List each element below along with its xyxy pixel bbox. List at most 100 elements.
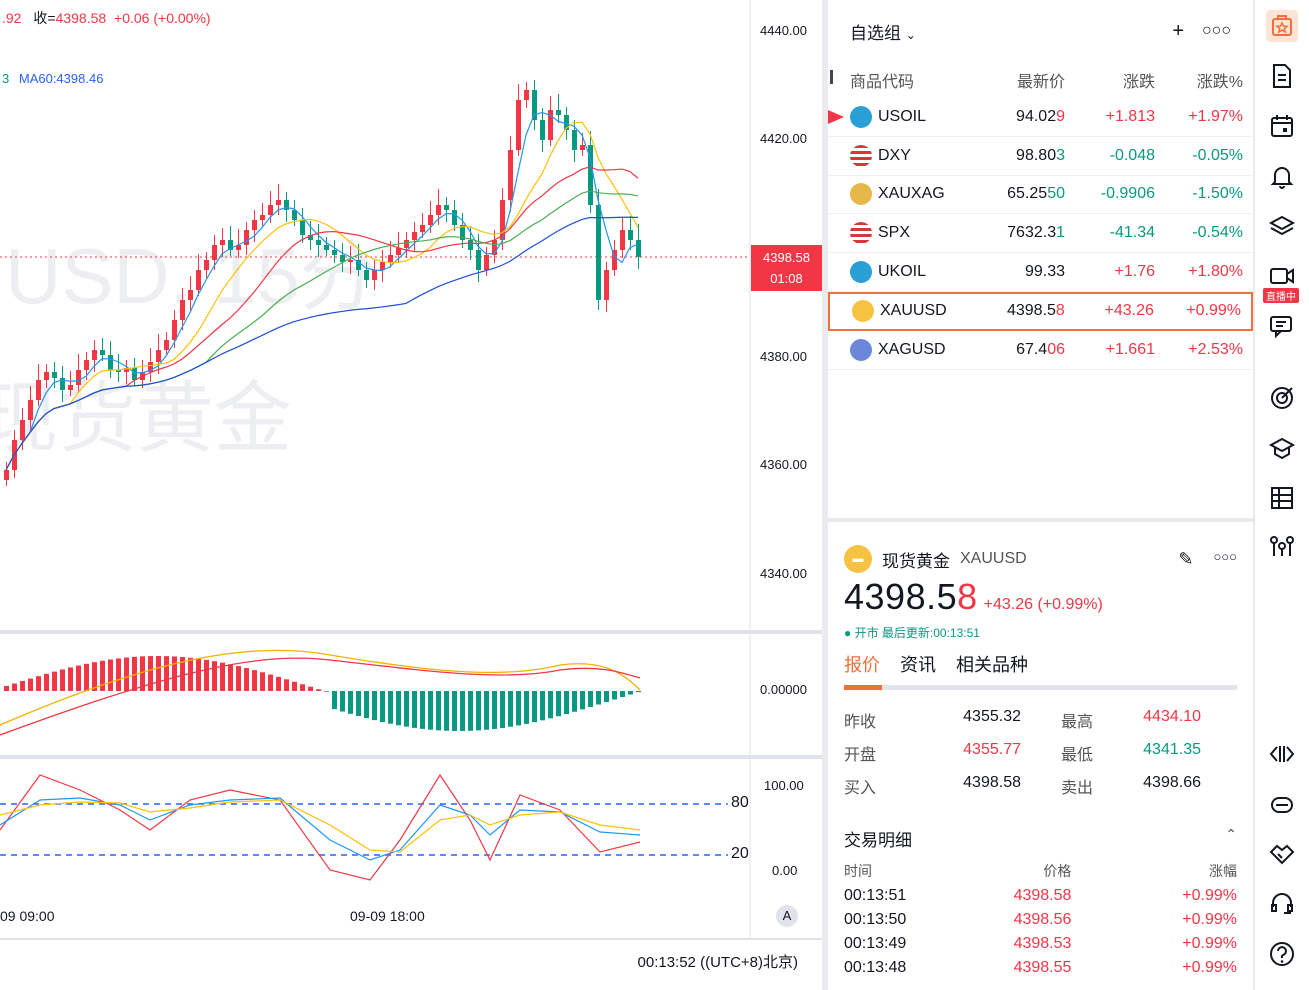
candle-body (268, 205, 273, 215)
kdj-axis-tick: 0.00 (772, 863, 798, 878)
support-headset-icon[interactable] (1266, 888, 1298, 920)
watchlist-row[interactable]: DXY 98.803 -0.048 -0.05% (828, 137, 1253, 176)
table-icon[interactable] (1266, 482, 1298, 514)
price-chart[interactable]: USD, 15分 现货黄金 (0, 0, 822, 990)
market-status: ● 开市 最后更新:00:13:51 (844, 626, 980, 640)
macd-bar (532, 691, 537, 723)
live-stream-icon[interactable] (1266, 260, 1298, 292)
moving-average-line (5, 121, 639, 471)
alert-bell-icon[interactable] (1266, 160, 1298, 192)
column-symbol[interactable]: 商品代码 (828, 68, 998, 92)
detail-title: ▬ 现货黄金 XAUUSD ✎ ○○○ (844, 522, 1237, 594)
tab-news[interactable]: 资讯 (900, 655, 936, 675)
edit-icon[interactable]: ✎ (1178, 548, 1194, 569)
watchlist-row[interactable]: XAUUSD 4398.58 +43.26 +0.99% (828, 291, 1253, 331)
macd-bar (300, 684, 305, 691)
watchlist-row[interactable]: USOIL 94.029 +1.813 +1.97% (828, 98, 1253, 137)
ma60-value: MA60:4398.46 (18, 71, 104, 86)
network-icon[interactable] (1266, 530, 1298, 562)
macd-bar (372, 691, 377, 721)
watchlist-group-selector[interactable]: 自选组 ⌄ (850, 19, 1154, 44)
row-change-percent: -0.05% (1192, 146, 1243, 164)
high-value: 4434.10 (1143, 708, 1201, 725)
candle-body (276, 200, 281, 205)
bar-countdown: 01:08 (770, 271, 803, 286)
candle-body (428, 215, 433, 225)
macd-bar (76, 665, 81, 691)
macd-bar (260, 672, 265, 691)
macd-bar (332, 691, 337, 710)
candle-body (452, 210, 457, 225)
candle-body (628, 230, 633, 240)
candle-body (44, 372, 49, 380)
trade-row: 00:13:49 4398.53 +0.99% (844, 935, 1237, 953)
notes-icon[interactable] (1266, 60, 1298, 92)
layers-icon[interactable] (1266, 210, 1298, 242)
chevron-up-icon[interactable]: ⌃ (1225, 826, 1237, 842)
watchlist-icon[interactable] (1266, 10, 1298, 42)
trades-header[interactable]: 交易明细 ⌃ (844, 826, 1237, 851)
watchlist-row[interactable]: SPX 7632.31 -41.34 -0.54% (828, 214, 1253, 254)
target-icon[interactable] (1266, 382, 1298, 414)
column-change[interactable]: 涨跌 (1122, 74, 1155, 91)
candle-body (420, 225, 425, 232)
detail-tabs: 报价 资讯 相关品种 (844, 651, 1237, 690)
column-change-percent[interactable]: 涨跌% (1196, 74, 1243, 91)
row-change-percent: -1.50% (1192, 185, 1243, 203)
watchlist-row[interactable]: XAGUSD 67.406 +1.661 +2.53% (828, 331, 1253, 370)
quote-grid: 昨收 4355.32 最高 4434.10 开盘 4355.77 最低 4341… (844, 708, 1237, 798)
row-change-percent: +1.97% (1188, 107, 1243, 125)
price-tag-value: 4398.58 (763, 250, 810, 265)
candle-body (556, 110, 561, 115)
macd-bar (484, 691, 489, 730)
macd-bar (284, 679, 289, 691)
chevron-down-icon: ⌄ (905, 27, 916, 42)
chat-icon[interactable] (1266, 310, 1298, 342)
flag-icon[interactable] (828, 110, 844, 124)
pane-separator[interactable] (0, 755, 822, 759)
macd-bar (636, 691, 641, 693)
trade-percent: +0.99% (1182, 887, 1237, 904)
kdj-j-line (0, 773, 641, 881)
help-icon[interactable] (1266, 938, 1298, 970)
ma-legend: 3 MA60:4398.46 (2, 71, 103, 86)
trade-price: 4398.53 (1013, 935, 1072, 952)
macd-bar (228, 664, 233, 691)
education-icon[interactable] (1266, 432, 1298, 464)
last-main: 4398.5 (1006, 302, 1056, 320)
watchlist-row[interactable]: UKOIL 99.33 +1.76 +1.80% (828, 253, 1253, 292)
candle-body (252, 220, 257, 230)
symbol-name: SPX (878, 224, 911, 242)
us-flag-icon (850, 222, 872, 245)
candle-body (84, 360, 89, 370)
macd-bar (28, 678, 33, 691)
chart-panel[interactable]: USD, 15分 现货黄金 .92 收=4398.58 +0.06 (+0.00… (0, 0, 822, 990)
candle-body (532, 90, 537, 120)
candle-body (612, 250, 617, 270)
macd-bar (108, 659, 113, 691)
oil-icon (850, 261, 872, 284)
row-symbol: XAUUSD (830, 300, 999, 323)
tab-quote[interactable]: 报价 (844, 655, 880, 675)
column-last[interactable]: 最新价 (1016, 74, 1065, 91)
macd-bar (620, 691, 625, 698)
add-symbol-icon[interactable]: + (1172, 19, 1184, 42)
code-icon[interactable] (1266, 738, 1298, 770)
trades-title: 交易明细 (844, 831, 912, 850)
auto-scale-button[interactable]: A (776, 905, 798, 927)
last-main: 99.33 (1024, 263, 1065, 281)
watchlist-column-headers: 商品代码 最新价 涨跌 涨跌% (828, 62, 1253, 98)
trade-percent: +0.99% (1182, 935, 1237, 952)
macd-bar (12, 683, 17, 691)
handshake-icon[interactable] (1266, 838, 1298, 870)
pane-separator[interactable] (0, 630, 822, 634)
robot-icon[interactable] (1266, 788, 1298, 820)
macd-axis-tick: 0.00000 (760, 682, 807, 697)
clock-display[interactable]: 00:13:52 ((UTC+8)北京) (638, 951, 798, 972)
macd-bar (268, 674, 273, 691)
watchlist-row[interactable]: XAUXAG 65.2550 -0.9906 -1.50% (828, 176, 1253, 215)
more-options-icon[interactable]: ○○○ (1202, 22, 1231, 39)
more-options-icon[interactable]: ○○○ (1213, 548, 1237, 564)
tab-related[interactable]: 相关品种 (956, 655, 1028, 675)
calendar-icon[interactable] (1266, 110, 1298, 142)
